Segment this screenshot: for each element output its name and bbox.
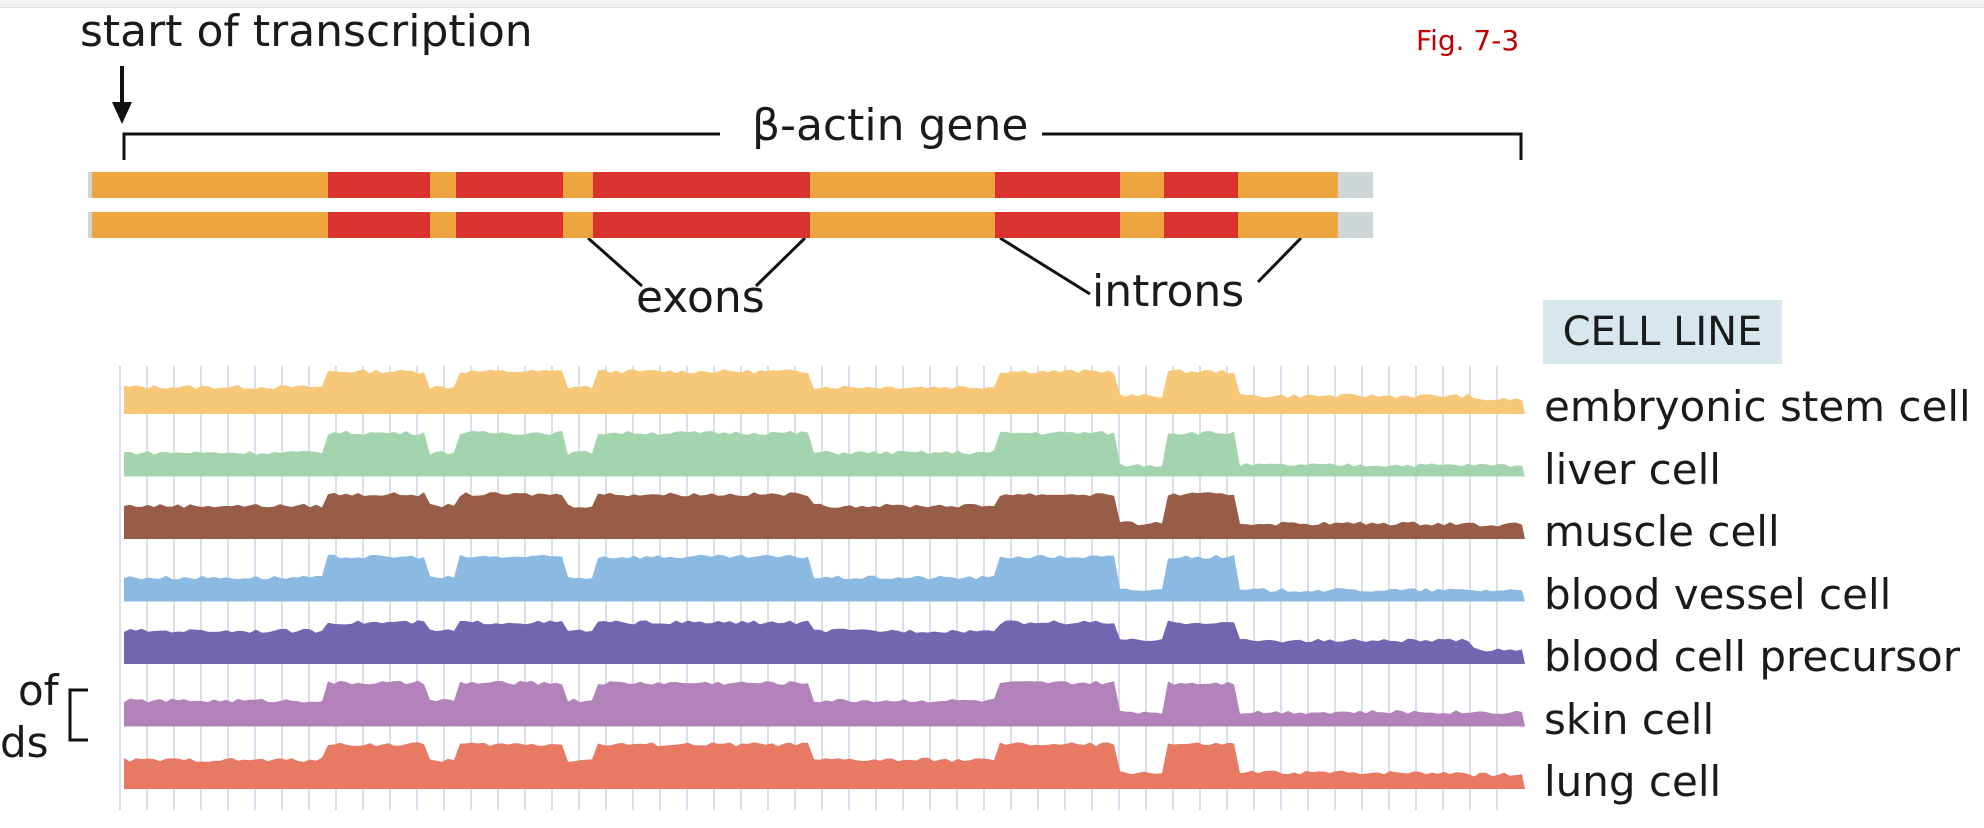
intron-segment-1-1 bbox=[92, 172, 328, 198]
flank-segment-2-0 bbox=[88, 212, 92, 238]
intron-segment-2-3 bbox=[430, 212, 456, 238]
coverage-track-2 bbox=[124, 430, 1525, 477]
exon-segment-2-8 bbox=[995, 212, 1120, 238]
transcription-start-arrow-head bbox=[112, 102, 132, 124]
track-label-3: muscle cell bbox=[1544, 507, 1780, 556]
read-tracks bbox=[124, 369, 1525, 789]
start-of-transcription-label: start of transcription bbox=[80, 6, 533, 57]
intron-segment-1-5 bbox=[563, 172, 593, 198]
intron-segment-2-5 bbox=[563, 212, 593, 238]
figure-number: Fig. 7-3 bbox=[1416, 24, 1520, 57]
track-label-1: embryonic stem cell bbox=[1544, 382, 1971, 431]
track-label-7: lung cell bbox=[1544, 757, 1722, 806]
intron-pointer-left bbox=[999, 236, 1091, 296]
exon-segment-1-6 bbox=[593, 172, 810, 198]
exons-label: exons bbox=[636, 272, 765, 323]
intron-segment-2-7 bbox=[810, 212, 995, 238]
track-label-6: skin cell bbox=[1544, 694, 1715, 744]
gene-bracket-right bbox=[1030, 132, 1523, 160]
flank-segment-1-12 bbox=[1338, 172, 1373, 198]
intron-segment-1-3 bbox=[430, 172, 456, 198]
coverage-track-7 bbox=[124, 742, 1525, 789]
coverage-track-5 bbox=[124, 620, 1525, 664]
exon-pointer-left bbox=[587, 236, 643, 288]
intron-segment-1-9 bbox=[1120, 172, 1164, 198]
gene-bracket-left bbox=[122, 132, 720, 160]
gene-name-label: β-actin gene bbox=[738, 100, 1043, 151]
intron-segment-1-11 bbox=[1238, 172, 1338, 198]
intron-segment-1-7 bbox=[810, 172, 995, 198]
coverage-track-4 bbox=[124, 554, 1525, 602]
intron-segment-2-1 bbox=[92, 212, 328, 238]
exon-segment-2-2 bbox=[328, 212, 430, 238]
exon-segment-2-6 bbox=[593, 212, 810, 238]
track-label-4: blood vessel cell bbox=[1544, 569, 1892, 619]
exon-pointer-right bbox=[754, 236, 807, 288]
coverage-track-3 bbox=[124, 492, 1525, 539]
window-top-border bbox=[0, 0, 1984, 8]
track-label-5: blood cell precursor bbox=[1544, 632, 1961, 681]
cell-line-header: CELL LINE bbox=[1543, 300, 1782, 364]
coverage-track-1 bbox=[124, 369, 1525, 414]
flank-segment-1-0 bbox=[88, 172, 92, 198]
intron-segment-2-9 bbox=[1120, 212, 1164, 238]
reads-bracket-label-top: of bbox=[18, 666, 59, 715]
intron-pointer-right bbox=[1256, 236, 1303, 284]
introns-label: introns bbox=[1092, 266, 1245, 317]
reads-bracket bbox=[68, 688, 88, 742]
exon-segment-1-4 bbox=[456, 172, 563, 198]
gene-structure bbox=[88, 172, 1373, 238]
exon-segment-2-4 bbox=[456, 212, 563, 238]
exon-segment-1-8 bbox=[995, 172, 1120, 198]
coverage-track-6 bbox=[124, 680, 1525, 727]
exon-segment-1-2 bbox=[328, 172, 430, 198]
exon-segment-1-10 bbox=[1164, 172, 1238, 198]
track-label-2: liver cell bbox=[1544, 444, 1721, 494]
intron-segment-2-11 bbox=[1238, 212, 1338, 238]
flank-segment-2-12 bbox=[1338, 212, 1373, 238]
exon-segment-2-10 bbox=[1164, 212, 1238, 238]
reads-bracket-label-bottom: ds bbox=[0, 718, 49, 767]
